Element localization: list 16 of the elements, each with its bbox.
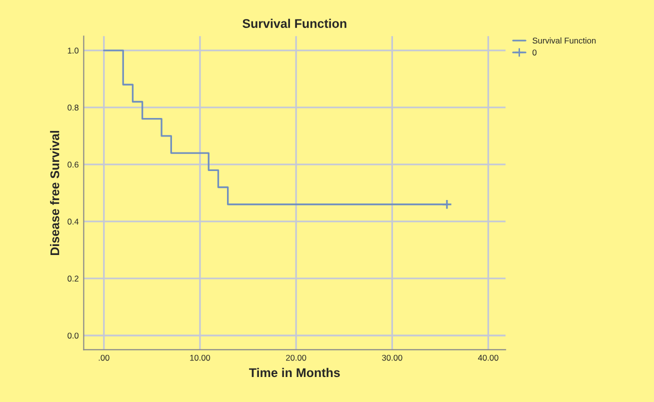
y-tick-label: 0.4: [68, 218, 79, 225]
y-tick-label: 0.6: [68, 162, 78, 168]
legend-label: Survival Function: [532, 37, 596, 44]
x-tick-label: 20.00: [286, 354, 306, 361]
y-tick-label: 0.8: [68, 104, 78, 111]
y-tick-label: 0.0: [68, 332, 79, 339]
y-tick-label: 1.0: [68, 48, 79, 54]
y-tick-label: 0.2: [68, 276, 78, 282]
x-tick-label: .00: [98, 354, 110, 361]
x-axis-title: Time in Months: [249, 368, 340, 378]
y-axis-title: Disease free Survival: [50, 130, 60, 256]
chart-title: Survival Function: [242, 18, 346, 28]
x-tick-label: 40.00: [478, 354, 498, 361]
x-tick-label: 30.00: [382, 354, 402, 361]
legend-label: 0: [532, 50, 537, 56]
x-tick-label: 10.00: [190, 354, 210, 361]
